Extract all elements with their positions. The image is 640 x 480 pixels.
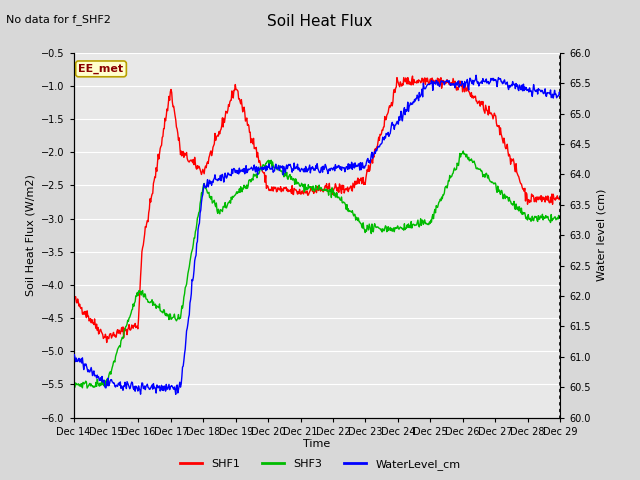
Y-axis label: Soil Heat Flux (W/m2): Soil Heat Flux (W/m2) [26,174,35,296]
Text: Soil Heat Flux: Soil Heat Flux [268,14,372,29]
Y-axis label: Water level (cm): Water level (cm) [596,189,606,281]
X-axis label: Time: Time [303,439,330,449]
Legend: SHF1, SHF3, WaterLevel_cm: SHF1, SHF3, WaterLevel_cm [175,455,465,474]
Text: No data for f_SHF2: No data for f_SHF2 [6,14,111,25]
Text: EE_met: EE_met [79,64,124,74]
